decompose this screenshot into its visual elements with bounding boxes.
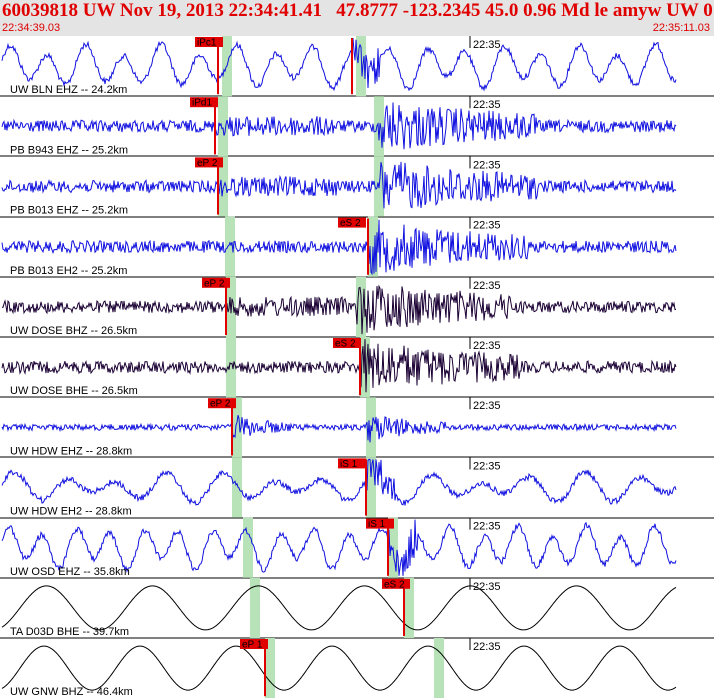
window-band	[374, 96, 384, 157]
window-end-time: 22:35:11.03	[652, 22, 710, 34]
pick-label-box	[338, 217, 366, 228]
pick-label: eS 2	[340, 218, 361, 229]
pick-label: eS 2	[384, 579, 405, 590]
pick-label-box	[338, 458, 366, 469]
station-label: UW GNW BHZ -- 46.4km	[10, 686, 133, 698]
pick-label: iS 1	[340, 459, 358, 470]
waveform-trace	[1, 458, 677, 506]
station-label: UW DOSE BHE -- 26.5km	[10, 385, 138, 397]
p-window	[232, 457, 242, 518]
waveform-trace	[1, 585, 677, 631]
pick-label: eP 2	[204, 278, 225, 289]
window-band	[434, 638, 444, 698]
minute-tick-label: 22:35	[473, 159, 501, 171]
p-window	[218, 96, 228, 157]
waveform-trace	[1, 102, 677, 150]
pick-label-box	[195, 157, 223, 168]
station-label: UW HDW EH2 -- 28.8km	[10, 506, 132, 518]
pick-label: iPc1	[197, 38, 217, 49]
minute-tick-label: 22:35	[473, 99, 501, 111]
header-bar: 60039818 UW Nov 19, 2013 22:34:41.41 47.…	[0, 0, 714, 36]
pick-label: iS 1	[368, 519, 386, 530]
station-label: UW OSD EHZ -- 35.8km	[10, 566, 130, 578]
station-label: PB B013 EH2 -- 25.2km	[10, 265, 127, 277]
seismogram-panel[interactable]: 22:35 iPc1 UW BLN EHZ -- 24.2km 22:35 iPd1 PB…	[0, 36, 714, 698]
waveform-trace	[1, 219, 677, 276]
pick-label-box	[202, 277, 230, 288]
p-window	[265, 638, 275, 698]
window-start-time: 22:34:39.03	[2, 22, 61, 34]
pick-label: eP 2	[210, 399, 231, 410]
pick-label: eS 2	[335, 339, 356, 350]
minute-tick-label: 22:35	[473, 581, 501, 593]
pick-label-box	[240, 639, 268, 649]
minute-tick-label: 22:35	[473, 39, 501, 51]
station-label: PB B943 EHZ -- 25.2km	[10, 144, 128, 156]
window-band	[356, 36, 366, 97]
pick-label-box	[366, 518, 394, 529]
station-label: TA D03D BHE -- 39.7km	[10, 626, 129, 638]
p-window	[225, 216, 235, 277]
station-label: UW HDW EHZ -- 28.8km	[10, 445, 132, 457]
window-band	[404, 577, 414, 638]
waveform-trace	[1, 519, 677, 576]
waveform-trace	[1, 415, 677, 443]
window-band	[360, 337, 370, 398]
minute-tick-label: 22:35	[473, 280, 501, 292]
p-window	[232, 397, 242, 458]
minute-tick-label: 22:35	[473, 521, 501, 533]
pick-label-box	[195, 37, 223, 47]
waveform-trace	[1, 645, 677, 691]
station-label: UW DOSE BHZ -- 26.5km	[10, 325, 137, 337]
pick-label-box	[208, 398, 236, 409]
pick-label-box	[190, 97, 218, 108]
pick-label-box	[382, 578, 410, 589]
p-window	[226, 337, 236, 398]
minute-tick-label: 22:35	[473, 641, 501, 653]
p-window	[243, 517, 253, 578]
p-window	[250, 577, 260, 638]
minute-tick-label: 22:35	[473, 460, 501, 472]
pick-label: eP 1	[242, 640, 263, 651]
window-band	[366, 457, 376, 518]
event-title: 60039818 UW Nov 19, 2013 22:34:41.41 47.…	[2, 0, 714, 21]
station-label: UW BLN EHZ -- 24.2km	[10, 84, 127, 96]
minute-tick-label: 22:35	[473, 220, 501, 232]
p-window	[218, 156, 228, 217]
minute-tick-label: 22:35	[473, 340, 501, 352]
pick-label: eP 2	[197, 158, 218, 169]
pick-label: iPd1	[192, 98, 212, 109]
pick-label-box	[333, 338, 361, 348]
waveform-trace	[1, 37, 677, 92]
waveform-trace	[1, 284, 676, 335]
minute-tick-label: 22:35	[473, 400, 501, 412]
waveform-trace	[1, 339, 677, 393]
waveform-trace	[1, 161, 677, 209]
station-label: PB B013 EHZ -- 25.2km	[10, 205, 128, 217]
